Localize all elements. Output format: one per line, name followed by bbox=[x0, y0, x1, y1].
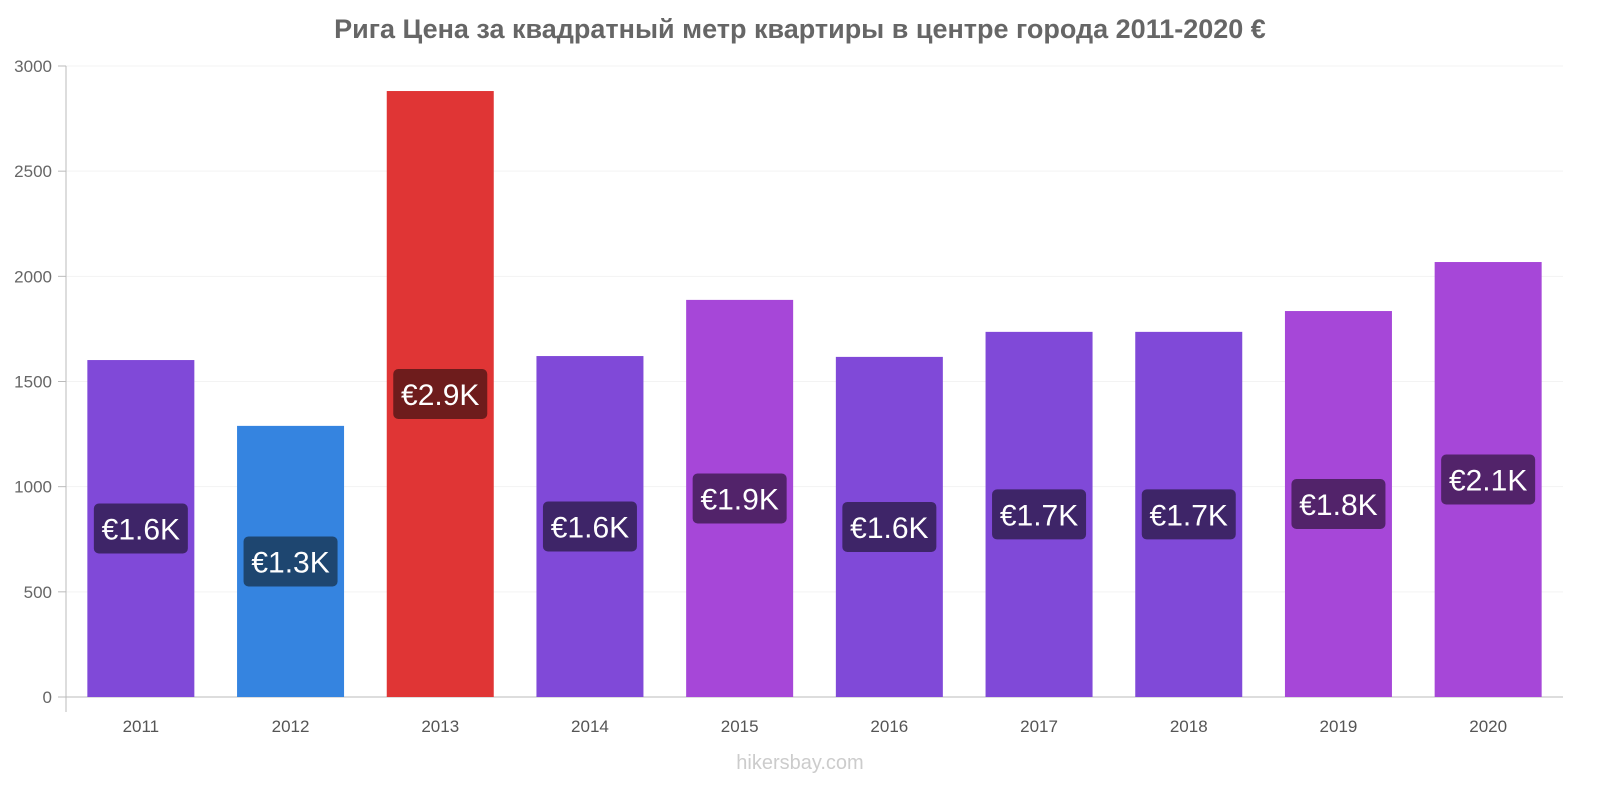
data-label: €1.8K bbox=[1291, 479, 1386, 530]
data-label-bg bbox=[393, 369, 488, 420]
x-tick-label: 2017 bbox=[1020, 717, 1058, 736]
x-tick-label: 2016 bbox=[870, 717, 908, 736]
data-label-bg bbox=[1141, 489, 1236, 540]
data-label-text: €1.7K bbox=[1000, 499, 1078, 532]
y-tick-label: 2000 bbox=[14, 267, 52, 286]
data-label: €2.1K bbox=[1441, 454, 1536, 505]
data-label-bg bbox=[992, 489, 1087, 540]
data-label-bg bbox=[93, 503, 188, 554]
data-label: €1.9K bbox=[692, 473, 787, 524]
y-tick-label: 500 bbox=[24, 583, 52, 602]
data-label: €1.7K bbox=[992, 489, 1087, 540]
data-label-bg bbox=[542, 501, 637, 552]
data-label-bg bbox=[243, 536, 338, 587]
data-label-text: €1.6K bbox=[102, 514, 180, 547]
data-label-text: €1.3K bbox=[251, 546, 329, 579]
x-tick-label: 2014 bbox=[571, 717, 609, 736]
y-tick-label: 3000 bbox=[14, 57, 52, 76]
data-label: €1.6K bbox=[93, 503, 188, 554]
chart-title: Рига Цена за квадратный метр квартиры в … bbox=[334, 14, 1266, 44]
y-tick-label: 1000 bbox=[14, 478, 52, 497]
y-tick-label: 1500 bbox=[14, 373, 52, 392]
data-label-text: €1.8K bbox=[1299, 489, 1377, 522]
data-label-text: €1.9K bbox=[700, 483, 778, 516]
x-tick-label: 2020 bbox=[1469, 717, 1507, 736]
data-label-text: €1.7K bbox=[1150, 499, 1228, 532]
data-label: €1.3K bbox=[243, 536, 338, 587]
data-label: €2.9K bbox=[393, 369, 488, 420]
data-label-text: €2.1K bbox=[1449, 465, 1527, 498]
x-tick-label: 2012 bbox=[272, 717, 310, 736]
data-label-bg bbox=[1291, 479, 1386, 530]
footer-watermark[interactable]: hikersbay.com bbox=[736, 752, 864, 774]
data-label-bg bbox=[1441, 454, 1536, 505]
x-tick-label: 2019 bbox=[1320, 717, 1358, 736]
data-label: €1.6K bbox=[842, 501, 937, 552]
x-tick-label: 2018 bbox=[1170, 717, 1208, 736]
data-label: €1.7K bbox=[1141, 489, 1236, 540]
data-label-bg bbox=[692, 473, 787, 524]
data-label-text: €2.9K bbox=[401, 379, 479, 412]
x-tick-label: 2013 bbox=[421, 717, 459, 736]
data-label: €1.6K bbox=[542, 501, 637, 552]
data-label-bg bbox=[842, 501, 937, 552]
y-tick-label: 2500 bbox=[14, 162, 52, 181]
data-label-text: €1.6K bbox=[551, 512, 629, 545]
data-label-text: €1.6K bbox=[850, 512, 928, 545]
x-tick-label: 2015 bbox=[721, 717, 759, 736]
x-tick-label: 2011 bbox=[123, 717, 160, 736]
y-tick-label: 0 bbox=[43, 688, 52, 707]
